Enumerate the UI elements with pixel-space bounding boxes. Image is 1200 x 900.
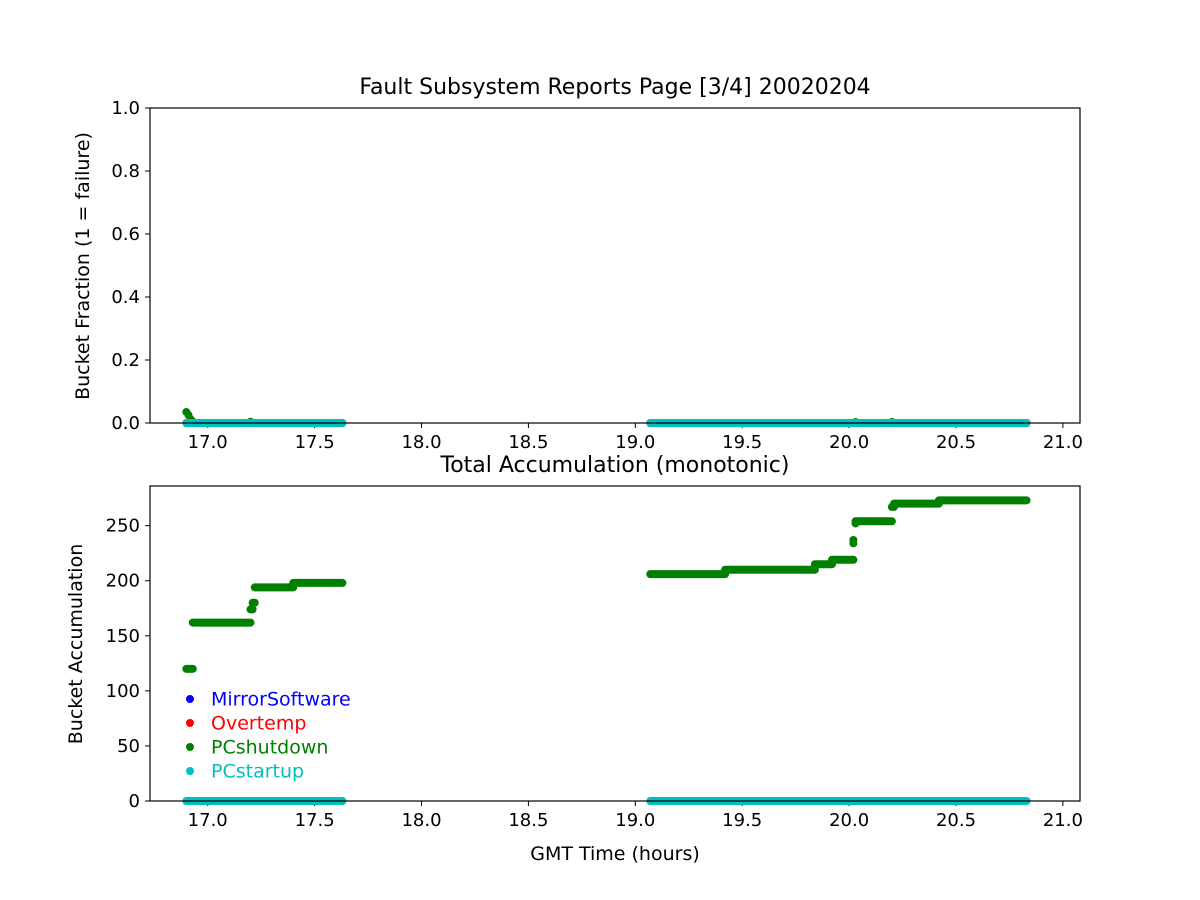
fraction-x-tick-label: 20.5 [936,432,976,453]
legend-marker [186,743,194,751]
fraction-x-tick-label: 17.0 [188,432,228,453]
legend-label: PCstartup [211,761,304,783]
accumulation-y-tick-label: 200 [106,571,140,592]
fraction-x-tick-label: 19.0 [615,432,655,453]
accumulation-chart-title: Total Accumulation (monotonic) [440,453,790,478]
accumulation-x-tick-label: 19.0 [615,810,655,831]
fraction-panel: Fault Subsystem Reports Page [3/4] 20020… [72,75,1083,453]
accumulation-y-tick-label: 50 [117,736,140,757]
fraction-chart-title: Fault Subsystem Reports Page [3/4] 20020… [359,75,870,100]
accumulation-x-tick-label: 17.0 [188,810,228,831]
accumulation-x-tick-label: 18.5 [508,810,548,831]
accumulation-y-tick-label: 250 [106,516,140,537]
legend-label: Overtemp [211,713,306,735]
accumulation-x-tick-label: 19.5 [722,810,762,831]
fraction-x-tick-label: 20.0 [829,432,869,453]
fraction-y-tick-label: 0.2 [111,350,140,371]
accumulation-x-tick-label: 20.0 [829,810,869,831]
legend-label: MirrorSoftware [211,689,351,711]
accumulation-x-axis-label: GMT Time (hours) [530,843,700,865]
legend-marker [186,719,194,727]
accumulation-pcshutdown-point [851,519,860,528]
fraction-y-tick-label: 1.0 [111,98,140,119]
accumulation-y-tick-label: 0 [129,791,140,812]
legend-marker [186,767,194,775]
fraction-x-tick-label: 19.5 [722,432,762,453]
fraction-y-tick-label: 0.4 [111,287,140,308]
fraction-plot-frame [149,107,1081,424]
accumulation-x-tick-label: 20.5 [936,810,976,831]
accumulation-x-tick-label: 17.5 [295,810,335,831]
fraction-y-axis-label: Bucket Fraction (1 = failure) [72,132,94,400]
legend: MirrorSoftwareOvertempPCshutdownPCstartu… [186,689,351,783]
accumulation-y-axis-label: Bucket Accumulation [65,544,87,745]
accumulation-x-tick-label: 18.0 [401,810,441,831]
fraction-y-tick-label: 0.8 [111,161,140,182]
legend-marker [186,695,194,703]
legend-label: PCshutdown [211,737,328,759]
fraction-x-tick-label: 18.0 [401,432,441,453]
accumulation-panel: Total Accumulation (monotonic) Bucket Ac… [65,453,1083,865]
fraction-x-tick-label: 18.5 [508,432,548,453]
accumulation-y-tick-label: 150 [106,626,140,647]
fraction-y-tick-label: 0.0 [111,413,140,434]
accumulation-x-tick-label: 21.0 [1043,810,1083,831]
fraction-x-tick-label: 21.0 [1043,432,1083,453]
fraction-x-tick-label: 17.5 [295,432,335,453]
fraction-y-tick-label: 0.6 [111,224,140,245]
accumulation-y-tick-label: 100 [106,681,140,702]
accumulation-plot-frame [149,485,1081,802]
accumulation-pcshutdown-point [849,535,858,544]
